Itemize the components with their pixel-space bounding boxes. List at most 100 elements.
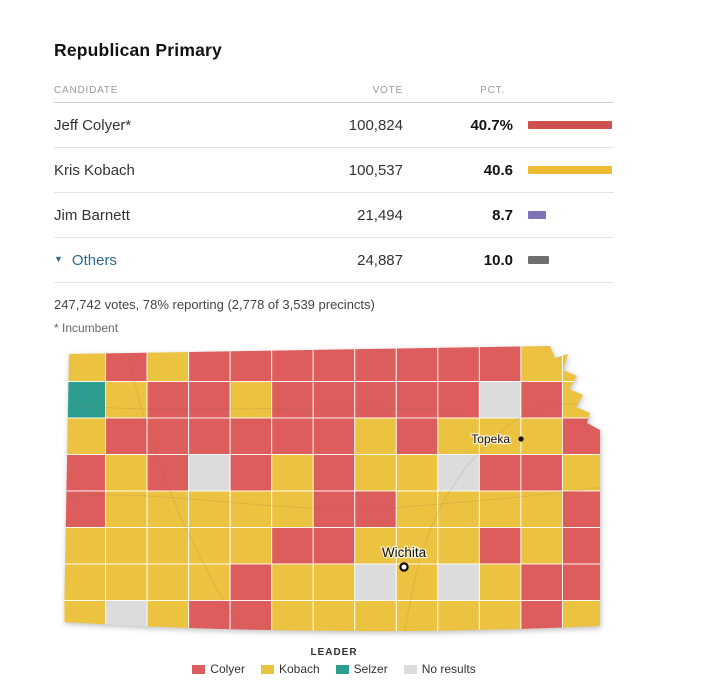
county-cell[interactable] [437,527,480,565]
county-cell[interactable] [520,345,563,382]
county-cell[interactable] [271,490,314,528]
county-cell[interactable] [478,527,522,565]
county-cell[interactable] [271,345,314,382]
county-cell[interactable] [437,381,480,419]
results-map[interactable]: Topeka Wichita [64,345,604,637]
county-cell[interactable] [188,563,231,601]
county-cell[interactable] [395,345,439,382]
county-cell[interactable] [312,600,356,638]
county-cell[interactable] [229,563,273,601]
county-cell[interactable] [64,381,107,419]
county-cell[interactable] [64,527,107,565]
county-cell[interactable] [312,454,356,492]
county-cell[interactable] [64,490,107,528]
county-cell[interactable] [561,490,604,528]
county-cell[interactable] [146,417,190,455]
county-cell[interactable] [271,527,314,565]
county-cell[interactable] [520,563,563,601]
county-cell[interactable] [395,417,439,455]
county-cell[interactable] [478,490,522,528]
county-cell[interactable] [354,381,397,419]
county-cell[interactable] [105,345,148,382]
county-cell[interactable] [271,454,314,492]
county-cell[interactable] [520,600,563,638]
county-cell[interactable] [561,417,604,455]
county-cell[interactable] [188,527,231,565]
county-cell[interactable] [64,454,107,492]
county-cell[interactable] [105,454,148,492]
county-cell[interactable] [395,490,439,528]
county-cell[interactable] [146,345,190,382]
county-cell[interactable] [561,600,604,638]
county-cell[interactable] [229,381,273,419]
county-cell[interactable] [437,490,480,528]
county-cell[interactable] [478,381,522,419]
county-cell[interactable] [105,563,148,601]
county-cell[interactable] [312,527,356,565]
county-cell[interactable] [520,454,563,492]
county-cell[interactable] [312,381,356,419]
county-cell[interactable] [188,490,231,528]
county-cell[interactable] [312,345,356,382]
county-cell[interactable] [520,527,563,565]
county-cell[interactable] [64,345,107,382]
county-cell[interactable] [354,563,397,601]
others-expander[interactable]: ▼ Others [54,252,253,269]
county-cell[interactable] [64,600,107,638]
county-cell[interactable] [520,417,563,455]
county-cell[interactable] [271,381,314,419]
county-cell[interactable] [354,600,397,638]
county-cell[interactable] [478,563,522,601]
county-cell[interactable] [437,454,480,492]
county-cell[interactable] [271,563,314,601]
county-cell[interactable] [229,600,273,638]
county-cell[interactable] [478,454,522,492]
county-cell[interactable] [561,381,604,419]
county-cell[interactable] [271,600,314,638]
county-cell[interactable] [395,454,439,492]
county-cell[interactable] [354,454,397,492]
county-cell[interactable] [229,417,273,455]
county-cell[interactable] [437,345,480,382]
county-cell[interactable] [395,527,439,565]
county-cell[interactable] [188,600,231,638]
county-cell[interactable] [146,490,190,528]
county-cell[interactable] [437,563,480,601]
county-cell[interactable] [105,490,148,528]
county-cell[interactable] [146,527,190,565]
county-cell[interactable] [229,345,273,382]
county-cell[interactable] [188,454,231,492]
county-cell[interactable] [561,563,604,601]
county-cell[interactable] [146,381,190,419]
county-cell[interactable] [478,417,522,455]
county-cell[interactable] [229,527,273,565]
county-cell[interactable] [395,381,439,419]
county-cell[interactable] [312,563,356,601]
county-cell[interactable] [312,417,356,455]
county-cell[interactable] [188,345,231,382]
county-cell[interactable] [64,563,107,601]
county-cell[interactable] [478,600,522,638]
county-cell[interactable] [354,345,397,382]
county-cell[interactable] [354,490,397,528]
county-cell[interactable] [188,417,231,455]
county-cell[interactable] [105,381,148,419]
county-cell[interactable] [354,417,397,455]
county-cell[interactable] [437,600,480,638]
county-cell[interactable] [105,417,148,455]
county-cell[interactable] [146,563,190,601]
county-cell[interactable] [561,454,604,492]
county-cell[interactable] [105,527,148,565]
county-cell[interactable] [229,490,273,528]
county-cell[interactable] [561,527,604,565]
county-cell[interactable] [561,345,604,382]
county-cell[interactable] [271,417,314,455]
county-cell[interactable] [520,381,563,419]
county-cell[interactable] [64,417,107,455]
county-cell[interactable] [229,454,273,492]
county-cell[interactable] [105,600,148,638]
county-cell[interactable] [146,600,190,638]
county-cell[interactable] [395,600,439,638]
county-cell[interactable] [478,345,522,382]
county-cell[interactable] [437,417,480,455]
